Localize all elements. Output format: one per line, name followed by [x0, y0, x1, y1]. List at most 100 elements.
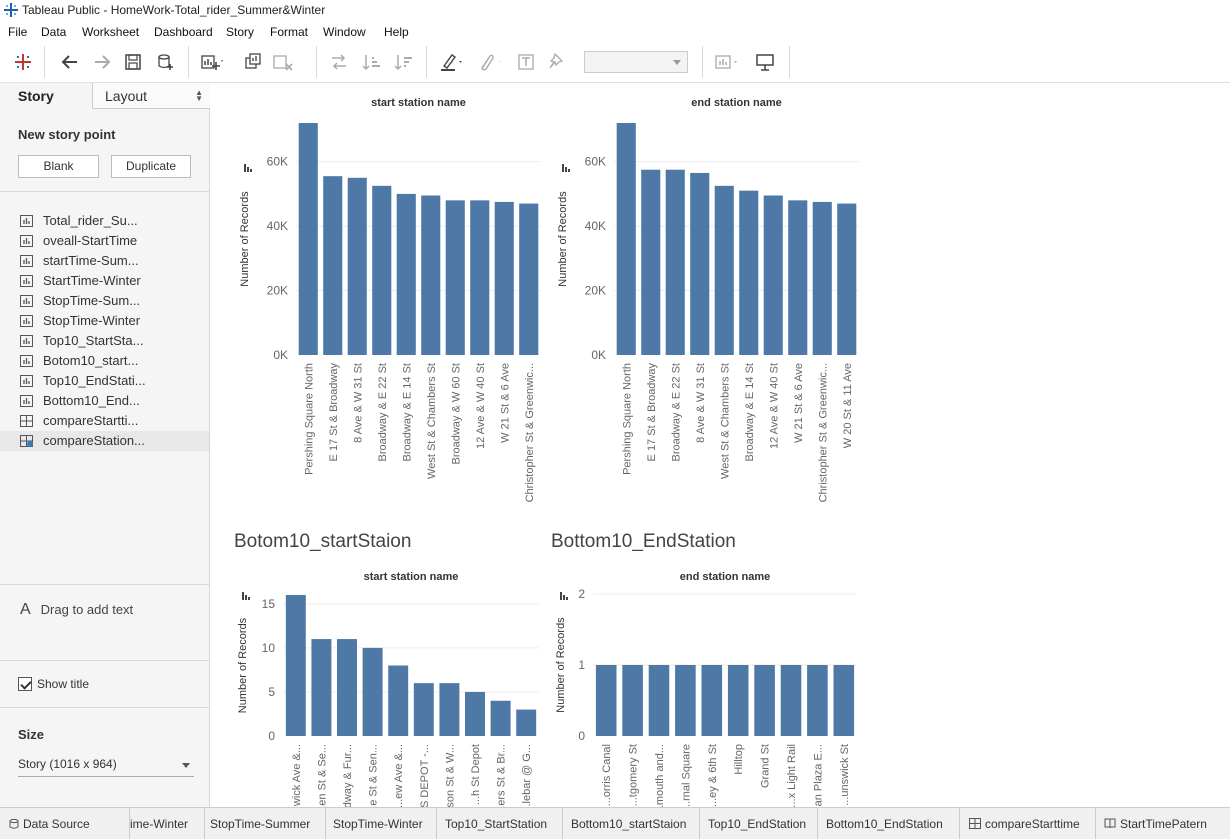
bar[interactable]	[494, 201, 514, 355]
sheet-item[interactable]: oveall-StartTime	[0, 231, 209, 251]
menu-data[interactable]: Data	[41, 25, 67, 39]
menu-format[interactable]: Format	[270, 25, 309, 39]
drag-to-add-text[interactable]: A Drag to add text	[20, 601, 134, 618]
bar[interactable]	[616, 123, 636, 355]
show-title-checkbox[interactable]: Show title	[18, 677, 89, 691]
menu-window[interactable]: Window	[323, 25, 366, 39]
tab-top10-endstation[interactable]: Top10_EndStation	[700, 808, 818, 839]
sheet-item[interactable]: Top10_EndStati...	[0, 371, 209, 391]
bar[interactable]	[490, 700, 511, 736]
bar[interactable]	[622, 665, 643, 736]
axis-sort-icon[interactable]	[244, 164, 252, 172]
bar[interactable]	[780, 665, 802, 736]
tab-starttime-winter[interactable]: ime-Winter	[130, 808, 205, 839]
duplicate-sheet-icon[interactable]	[240, 50, 266, 74]
sheet-item[interactable]: StopTime-Sum...	[0, 291, 209, 311]
sheet-item[interactable]: Bottom10_End...	[0, 391, 209, 411]
bar[interactable]	[727, 665, 749, 736]
menu-story[interactable]: Story	[226, 25, 255, 39]
bar[interactable]	[388, 665, 409, 737]
highlight-icon[interactable]	[436, 50, 462, 74]
tab-data-source[interactable]: Data Source	[0, 808, 130, 839]
tab-stoptime-winter[interactable]: StopTime-Winter	[326, 808, 437, 839]
undo-icon[interactable]	[57, 50, 83, 74]
sort-descending-icon[interactable]	[390, 50, 416, 74]
tab-stoptime-summer[interactable]: StopTime-Summer	[205, 808, 326, 839]
duplicate-button[interactable]: Duplicate	[111, 155, 191, 178]
sheet-item-selected[interactable]: compareStation...	[0, 431, 209, 451]
sheet-item[interactable]: Botom10_start...	[0, 351, 209, 371]
new-worksheet-icon[interactable]	[198, 50, 224, 74]
axis-sort-icon[interactable]	[562, 164, 570, 172]
bar[interactable]	[754, 665, 775, 736]
blank-button[interactable]: Blank	[18, 155, 99, 178]
bar[interactable]	[690, 172, 710, 355]
sort-ascending-icon[interactable]	[358, 50, 384, 74]
bar[interactable]	[439, 683, 460, 736]
bar[interactable]	[311, 639, 332, 736]
tab-story[interactable]: Story	[18, 88, 54, 104]
show-me-icon[interactable]	[712, 50, 738, 74]
tableau-home-icon[interactable]	[10, 50, 36, 74]
bar[interactable]	[413, 683, 434, 736]
bar[interactable]	[337, 639, 357, 736]
bar[interactable]	[445, 200, 465, 355]
bar[interactable]	[812, 201, 832, 355]
top10-start-chart[interactable]: start station name 0K 20K 40K 60K Number of R…	[231, 93, 551, 503]
sheet-item[interactable]: compareStartti...	[0, 411, 209, 431]
fit-dropdown[interactable]	[584, 51, 688, 73]
bar[interactable]	[788, 200, 808, 355]
tab-layout[interactable]: Layout ▲ ▼	[92, 83, 210, 109]
tab-bottom10-startstaion[interactable]: Bottom10_startStaion	[563, 808, 700, 839]
save-icon[interactable]	[120, 50, 146, 74]
bar[interactable]	[516, 709, 537, 736]
bar[interactable]	[362, 647, 383, 736]
menu-dashboard[interactable]: Dashboard	[154, 25, 213, 39]
bar[interactable]	[665, 169, 685, 355]
bar[interactable]	[519, 203, 539, 355]
axis-sort-icon[interactable]	[560, 592, 568, 600]
bar[interactable]	[807, 665, 828, 736]
sheet-item[interactable]: StopTime-Winter	[0, 311, 209, 331]
bar[interactable]	[421, 195, 441, 356]
top10-end-chart[interactable]: end station name 0K 20K 40K 60K Number of Rec…	[549, 93, 869, 503]
menu-worksheet[interactable]: Worksheet	[82, 25, 140, 39]
bar[interactable]	[641, 169, 661, 355]
sheet-item[interactable]: Total_rider_Su...	[0, 211, 209, 231]
menu-file[interactable]: File	[8, 25, 28, 39]
presentation-mode-icon[interactable]	[752, 50, 778, 74]
bar[interactable]	[833, 665, 855, 736]
size-select[interactable]: Story (1016 x 964)	[18, 757, 194, 777]
new-data-source-icon[interactable]	[152, 50, 178, 74]
bar[interactable]	[396, 193, 416, 355]
tab-top10-startstation[interactable]: Top10_StartStation	[437, 808, 563, 839]
sheet-item[interactable]: Top10_StartSta...	[0, 331, 209, 351]
swap-rows-columns-icon[interactable]	[326, 50, 352, 74]
group-members-icon[interactable]	[474, 50, 500, 74]
bar[interactable]	[714, 185, 734, 355]
bar[interactable]	[285, 595, 306, 736]
bar[interactable]	[347, 177, 367, 355]
menu-help[interactable]: Help	[384, 25, 409, 39]
pin-axis-icon[interactable]	[544, 50, 570, 74]
bar[interactable]	[739, 190, 759, 355]
show-labels-icon[interactable]	[514, 50, 540, 74]
bottom10-end-chart[interactable]: end station name 0 1 2 Number of Records ...o…	[549, 567, 869, 807]
bar[interactable]	[763, 195, 783, 356]
axis-sort-icon[interactable]	[242, 592, 250, 600]
bar[interactable]	[470, 200, 490, 355]
bar[interactable]	[648, 665, 670, 736]
bar[interactable]	[323, 176, 343, 355]
bar[interactable]	[465, 691, 485, 736]
bar[interactable]	[675, 665, 696, 736]
tab-bottom10-endstation[interactable]: Bottom10_EndStation	[818, 808, 960, 839]
clear-sheet-icon[interactable]	[270, 50, 296, 74]
bar[interactable]	[701, 665, 723, 736]
bar[interactable]	[372, 185, 392, 355]
bottom10-start-chart[interactable]: start station name 0 5 10 15 Number of Record…	[231, 567, 551, 807]
bar[interactable]	[837, 203, 857, 355]
tab-starttimepatern[interactable]: StartTimePatern	[1096, 808, 1230, 839]
sheet-item[interactable]: startTime-Sum...	[0, 251, 209, 271]
sheet-item[interactable]: StartTime-Winter	[0, 271, 209, 291]
redo-icon[interactable]	[89, 50, 115, 74]
